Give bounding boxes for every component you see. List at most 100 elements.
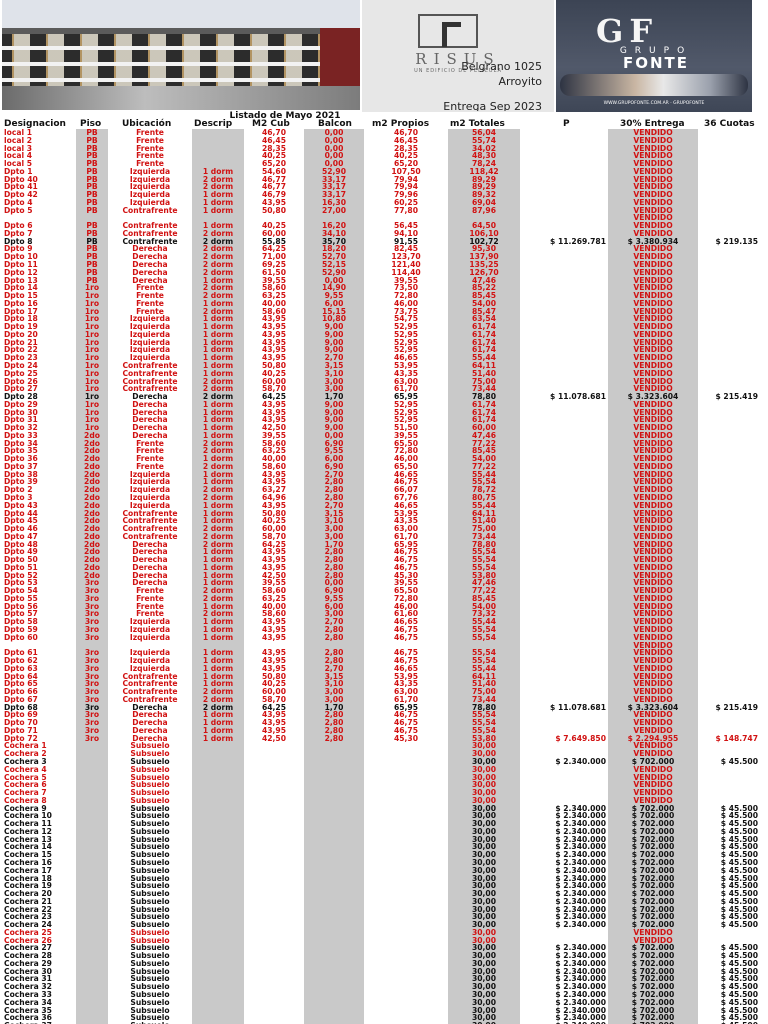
cell-balcon: 33,17 (321, 190, 347, 200)
cell-entrega: VENDIDO (633, 454, 673, 464)
cell-m2-totales: 30,00 (471, 865, 497, 875)
cell-designacion: Dpto 12 (4, 267, 38, 277)
cell-m2-cub: 43,95 (261, 197, 287, 207)
cell-designacion: Dpto 65 (4, 679, 38, 689)
cell-balcon: 6,00 (324, 454, 344, 464)
table-row: Cochera 16 Subsuelo 30,00 $ 2.340.000 $ 702.… (0, 859, 768, 867)
cell-designacion: Dpto 10 (4, 252, 38, 262)
cell-m2-cub: 43,95 (261, 547, 287, 557)
cell-balcon: 1,70 (324, 392, 344, 402)
cell-m2-cub: 43,95 (261, 345, 287, 355)
cell-designacion: Dpto 54 (4, 586, 38, 596)
cell-ubicacion: Contrafrente (122, 360, 178, 370)
cell-designacion: Dpto 29 (4, 399, 38, 409)
cell-ubicacion: Subsuelo (130, 912, 170, 922)
cell-designacion: Dpto 6 (4, 221, 33, 231)
cell-m2-totales: 89,29 (471, 182, 497, 192)
cell-designacion: Dpto 16 (4, 298, 38, 308)
cell-m2-totales: 30,00 (471, 764, 497, 774)
cell-piso: 3ro (84, 593, 100, 603)
cell-m2-cub: 39,55 (261, 275, 287, 285)
cell-ubicacion: Izquierda (129, 648, 171, 658)
cell-descrip: 2 dorm (202, 244, 234, 254)
cell-entrega: VENDIDO (633, 306, 673, 316)
cell-entrega: $ 702.000 (631, 920, 675, 930)
table-row: Dpto 42 PB Izquierda 1 dorm 46,79 33,17 79,96 8… (0, 191, 768, 199)
table-row: Dpto 64 3ro Contrafrente 1 dorm 50,80 3,15 53,… (0, 671, 768, 681)
cell-entrega: $ 702.000 (631, 865, 675, 875)
cell-descrip: 2 dorm (202, 524, 234, 534)
cell-balcon: 3,15 (324, 360, 344, 370)
table-row: VENDIDO (0, 641, 768, 650)
cell-ubicacion: Derecha (132, 539, 168, 549)
cell-designacion: local 2 (4, 135, 32, 145)
cell-cuotas: $ 215.419 (715, 702, 758, 712)
cell-m2-propios: 46,75 (393, 632, 419, 642)
cell-m2-totales: 30,00 (471, 997, 497, 1007)
cell-designacion: Cochera 32 (4, 982, 52, 992)
cell-balcon: 0,00 (324, 128, 344, 137)
cell-m2-totales: 54,00 (471, 454, 497, 464)
cell-piso: PB (86, 143, 98, 153)
cell-ubicacion: Subsuelo (130, 788, 170, 798)
cell-ubicacion: Derecha (132, 423, 168, 433)
cell-balcon: 9,00 (324, 322, 344, 332)
grupo-fonte-logo-panel: GF GRUPO FONTE WWW.GRUPOFONTE.COM.AR · G… (556, 0, 752, 112)
table-row: VENDIDO (0, 214, 768, 222)
cell-descrip: 2 dorm (202, 492, 234, 502)
table-row: Cochera 27 Subsuelo 30,00 $ 2.340.000 $ 702.… (0, 944, 768, 952)
cell-designacion: Cochera 12 (4, 826, 52, 836)
cell-piso: 2do (84, 492, 100, 502)
cell-balcon: 3,00 (324, 376, 344, 386)
th-descrip: Descrip (194, 119, 233, 129)
cell-m2-propios: 121,40 (391, 260, 421, 270)
cell-designacion: Dpto 47 (4, 531, 38, 541)
cell-balcon: 9,00 (324, 399, 344, 409)
cell-ubicacion: Izquierda (129, 166, 171, 176)
cell-m2-totales: 30,00 (471, 951, 497, 961)
cell-balcon: 35,70 (321, 236, 347, 246)
cell-m2-totales: 30,00 (471, 803, 497, 813)
cell-m2-cub: 64,25 (261, 392, 287, 402)
cell-m2-propios: 123,70 (391, 252, 421, 262)
cell-descrip: 1 dorm (202, 601, 234, 611)
cell-m2-cub: 64,25 (261, 702, 287, 712)
cell-m2-propios: 73,50 (393, 283, 419, 293)
cell-m2-totales: 80,75 (471, 492, 497, 502)
cell-entrega: $ 702.000 (631, 803, 675, 813)
cell-ubicacion: Contrafrente (122, 671, 178, 681)
cell-entrega: VENDIDO (633, 788, 673, 798)
cell-cuotas: $ 215.419 (715, 392, 758, 402)
cell-entrega: VENDIDO (633, 260, 673, 270)
cell-m2-propios: 79,96 (393, 190, 419, 200)
cell-descrip: 2 dorm (202, 260, 234, 270)
cell-designacion: Cochera 6 (4, 780, 47, 790)
cell-designacion: Cochera 22 (4, 904, 52, 914)
cell-balcon: 16,20 (321, 221, 347, 231)
cell-precio: $ 2.340.000 (555, 982, 606, 992)
page-header: RISUS UN EDIFICIO DE PELÍCULA Belgrano 1… (0, 0, 768, 112)
table-row: Dpto 40 PB Izquierda 2 dorm 46,77 33,17 79,94 8… (0, 175, 768, 184)
table-row: Dpto 62 3ro Izquierda 1 dorm 43,95 2,80 46,75 5… (0, 657, 768, 665)
cell-entrega: VENDIDO (633, 648, 673, 658)
cell-m2-totales: 30,00 (471, 780, 497, 790)
cell-m2-totales: 30,00 (471, 935, 497, 945)
cell-cuotas: $ 148.747 (715, 733, 758, 743)
cell-entrega: VENDIDO (633, 438, 673, 448)
cell-entrega: VENDIDO (633, 322, 673, 332)
cell-ubicacion: Contrafrente (122, 694, 178, 704)
cell-m2-totales: 73,44 (471, 694, 497, 704)
cell-ubicacion: Derecha (132, 562, 168, 572)
table-row: Cochera 18 Subsuelo 30,00 $ 2.340.000 $ 702.… (0, 874, 768, 883)
cell-designacion: Dpto 38 (4, 469, 38, 479)
cell-m2-totales: 61,74 (471, 407, 497, 417)
cell-m2-cub: 64,25 (261, 539, 287, 549)
cell-m2-cub: 39,55 (261, 430, 287, 440)
cell-balcon: 0,00 (324, 159, 344, 169)
cell-m2-totales: 118,42 (469, 166, 499, 176)
cell-m2-totales: 55,74 (471, 135, 497, 145)
table-row: Dpto 7 PB Contrafrente 2 dorm 60,00 34,10 94,1… (0, 230, 768, 238)
cell-balcon: 0,00 (324, 578, 344, 588)
cell-m2-propios: 52,95 (393, 337, 419, 347)
cell-ubicacion: Subsuelo (130, 842, 170, 852)
